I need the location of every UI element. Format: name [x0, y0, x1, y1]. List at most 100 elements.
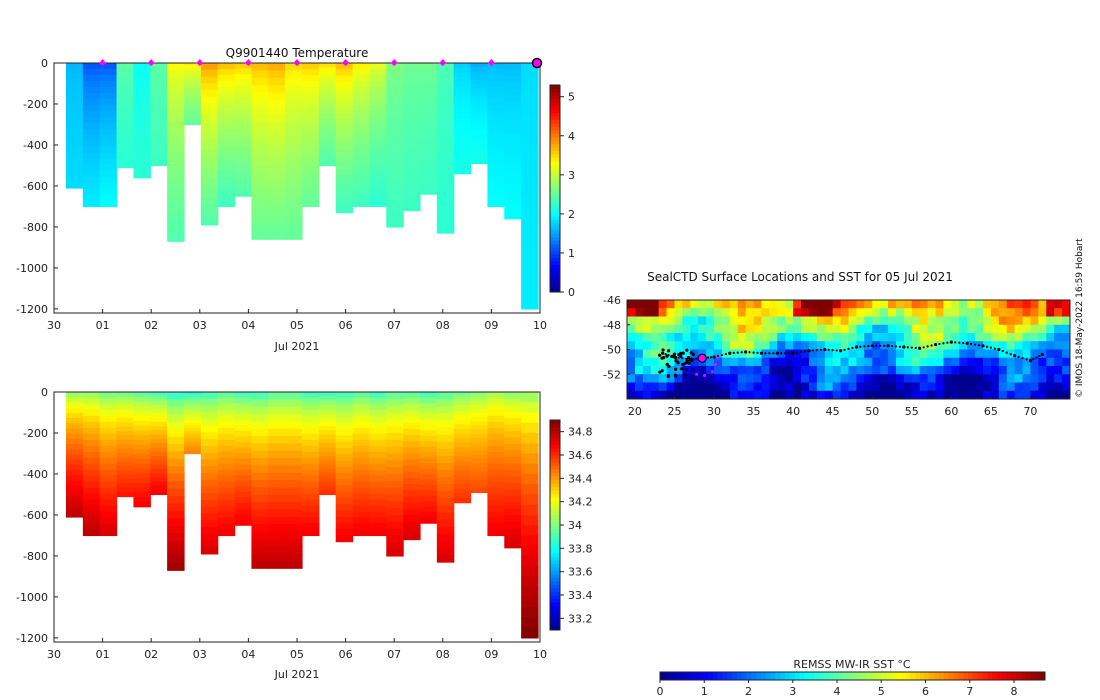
heatmap-cell [386, 398, 404, 407]
heatmap-cell [184, 430, 202, 434]
heatmap-cell [521, 103, 539, 115]
colorbar-segment [550, 126, 560, 131]
sst-cell [793, 374, 802, 383]
track-point [679, 354, 683, 359]
colorbar-segment [550, 178, 560, 183]
heatmap-cell [268, 77, 286, 86]
heatmap-cell [184, 417, 202, 421]
sst-cell [1062, 333, 1071, 342]
sst-cell [658, 300, 668, 309]
sst-cell [706, 341, 715, 350]
sst-cell [753, 333, 762, 342]
sst-cell [729, 382, 739, 392]
sst-cell [801, 390, 810, 400]
heatmap-cell [487, 481, 505, 489]
heatmap-cell [184, 68, 202, 72]
heatmap-cell [99, 469, 118, 477]
heatmap-cell [420, 468, 438, 475]
heatmap-cell [386, 392, 404, 400]
heatmap-cell [116, 400, 135, 406]
sst-cell [1030, 366, 1039, 375]
heatmap-cell [82, 104, 101, 112]
heatmap-cell [167, 406, 185, 415]
colorbar-segment [550, 150, 560, 155]
heatmap-cell [133, 482, 151, 489]
colorbar-segment [550, 95, 560, 100]
heatmap-cell [318, 468, 337, 474]
sst-cell [816, 390, 826, 400]
heatmap-cell [66, 94, 84, 101]
heatmap-cell [116, 158, 135, 164]
heatmap-cell [200, 540, 219, 548]
sst-cell [1046, 366, 1055, 375]
heatmap-cell [150, 413, 168, 419]
heatmap-cell [302, 158, 320, 166]
heatmap-cell [369, 421, 387, 429]
seal-track [657, 340, 1044, 379]
heatmap-cell [234, 519, 253, 526]
colorbar-segment [550, 563, 560, 568]
colorbar-segment [550, 514, 560, 519]
heatmap-cell [369, 92, 387, 100]
heatmap-cell [335, 423, 354, 430]
track-point [695, 357, 698, 360]
heatmap-cell [302, 104, 320, 112]
heatmap-cell [268, 450, 286, 459]
heatmap-cell [133, 172, 151, 179]
heatmap-cell [184, 80, 202, 85]
heatmap-cell [504, 476, 522, 484]
heatmap-cell [99, 392, 118, 399]
heatmap-cell [470, 104, 489, 110]
heatmap-cell [352, 421, 371, 429]
heatmap-cell [318, 63, 337, 68]
heatmap-cell [184, 422, 202, 426]
sst-cell [864, 316, 873, 326]
colorbar-segment [550, 472, 560, 477]
heatmap-cell [521, 422, 539, 434]
sst-cell [777, 308, 786, 317]
heatmap-cell [403, 428, 421, 436]
track-point [764, 352, 767, 355]
sst-cell [721, 382, 731, 392]
heatmap-cell [521, 114, 539, 126]
sst-cell [793, 300, 802, 309]
heatmap-cell [217, 523, 236, 531]
sst-cell [880, 366, 889, 375]
sst-cell [1014, 300, 1024, 309]
heatmap-cell [133, 435, 151, 441]
sst-cell [627, 349, 636, 359]
heatmap-cell [82, 415, 101, 423]
heatmap-cell [116, 492, 135, 498]
heatmap-cell [285, 399, 303, 408]
heatmap-cell [184, 394, 202, 398]
heatmap-cell [133, 129, 151, 136]
sst-cell [808, 333, 818, 342]
heatmap-cell [453, 86, 472, 92]
colorbar-segment [550, 500, 560, 505]
heatmap-cell [167, 100, 185, 109]
heatmap-cell [302, 481, 320, 489]
heatmap-cell [487, 92, 505, 100]
sst-cell [706, 366, 715, 375]
track-point [882, 344, 886, 347]
sst-cell [666, 349, 675, 359]
sst-cell [864, 324, 873, 334]
heatmap-cell [285, 443, 303, 452]
colorbar-segment [794, 672, 801, 680]
heatmap-cell [318, 421, 337, 427]
heatmap-cell [251, 224, 269, 233]
sst-cell [729, 316, 739, 326]
heatmap-cell [335, 69, 354, 77]
heatmap-cell [369, 158, 387, 166]
heatmap-cell [99, 86, 118, 94]
sst-cell [864, 333, 873, 342]
colorbar-segment [550, 441, 560, 445]
heatmap-cell [82, 80, 101, 88]
sst-cell [785, 324, 794, 334]
sst-cell [888, 300, 897, 309]
heatmap-cell [352, 176, 371, 184]
sst-cell [990, 324, 1000, 334]
heatmap-cell [352, 152, 371, 160]
heatmap-cell [66, 392, 84, 398]
track-point [906, 346, 909, 349]
